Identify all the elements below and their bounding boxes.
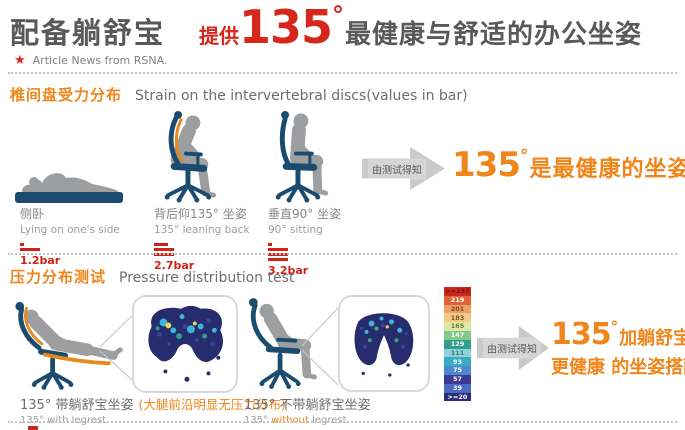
caption-en-suffix: legrest (308, 415, 347, 426)
chair-90-illustration (275, 110, 329, 203)
scale-step-label: 57 (452, 375, 463, 384)
divider (8, 72, 677, 74)
figure-label-en: Lying on one's side (20, 224, 120, 236)
section1-title-cn: 椎间盘受力分布 (10, 86, 123, 104)
conclusion-degree: 135 (452, 145, 521, 185)
figure-lying: 侧卧 Lying on one's side 1.2bar (12, 110, 134, 267)
pressure-color-scale: >=237 219 201 183 165 147 129 111 93 75 … (444, 287, 471, 402)
divider (8, 253, 677, 255)
conclusion-line2: 更健康 的坐姿搭配 (551, 357, 685, 378)
scale-step-label: 219 (450, 295, 465, 304)
caption-note: (大腿前沿明显无压力分布) (138, 397, 286, 412)
scale-step-label: 39 (452, 383, 463, 392)
chair-with-legrest-illustration (15, 301, 123, 390)
source-text: Article News from RSNA. (32, 54, 168, 67)
arrow-label: 由测试得知 (368, 158, 426, 179)
star-icon: ★ (14, 53, 26, 68)
section1-conclusion: 135 ° 是最健康的坐姿 (452, 148, 685, 183)
scale-step: 201 (444, 304, 471, 314)
scale-step-label: 129 (450, 339, 465, 348)
scale-step-label: 75 (452, 366, 463, 375)
scale-step: 111 (444, 348, 471, 358)
scale-step-label: 201 (450, 304, 465, 313)
result-arrow-icon: 由测试得知 (477, 326, 549, 370)
scale-step-label: 165 (450, 322, 465, 331)
result-arrow-icon: 由测试得知 (362, 147, 445, 190)
pressure-map-blob (354, 313, 414, 377)
caption-without-legrest: 135° 不带躺舒宝坐姿 135° without legrest (244, 394, 370, 426)
callout-lines (302, 307, 338, 386)
conclusion-degree-symbol: ° (519, 146, 529, 166)
scale-step: 129 (444, 339, 471, 349)
scale-step: >=20 (444, 392, 471, 402)
scale-step-label: 183 (450, 313, 465, 322)
figure-value: 2.7bar (154, 259, 195, 272)
scale-step: 75 (444, 366, 471, 375)
section1-title: 椎间盘受力分布 Strain on the intervertebral dis… (10, 84, 468, 105)
figure-label-cn: 背后仰135° 坐姿 (154, 207, 247, 221)
figure-label-en: 135° leaning back (154, 224, 250, 236)
section2-conclusion: 135 ° 加躺舒宝是 更健康 的坐姿搭配 (551, 320, 685, 379)
scale-step-label: 111 (450, 348, 465, 357)
figure-value: 3.2bar (268, 264, 309, 277)
caption-with-legrest: 135° 带躺舒宝坐姿 (大腿前沿明显无压力分布) 135° with legr… (20, 394, 286, 426)
degree-symbol: ° (332, 1, 345, 29)
scale-step: >=237 (444, 287, 471, 296)
caption-en-highlight: without (271, 415, 309, 426)
page-title: 配备躺舒宝 提供 135 ° 最健康与舒适的办公坐姿 (10, 3, 642, 52)
conclusion-line1: 135 ° 加躺舒宝是 (551, 320, 685, 350)
caption-cn: 135° 不带躺舒宝坐姿 (244, 398, 371, 413)
provide-label: 提供 (199, 24, 240, 48)
red-marker (28, 426, 38, 430)
conclusion-text: 是最健康的坐姿 (529, 157, 685, 182)
pressure-bar-icon (20, 243, 120, 251)
section2-title-en: Pressure distribution test (119, 270, 295, 286)
figure-135-meta: 背后仰135° 坐姿 135° leaning back 2.7bar (154, 205, 250, 272)
scale-step: 183 (444, 313, 471, 323)
scale-step-label: 147 (450, 331, 465, 340)
pressure-map-without-legrest (338, 295, 430, 392)
caption-en: 135° without legrest (244, 415, 370, 426)
pressure-map-with-legrest (132, 295, 238, 393)
figure-label-cn: 侧卧 (20, 207, 45, 221)
chair-without-legrest-illustration (249, 298, 317, 389)
section1-title-en: Strain on the intervertebral discs(value… (135, 88, 468, 104)
scale-step: 165 (444, 322, 471, 331)
figure-135-leaning: 背后仰135° 坐姿 135° leaning back 2.7bar (138, 110, 250, 272)
figure-90-sitting: 垂直90° 坐姿 90° sitting 3.2bar (252, 110, 347, 277)
tagline: 最健康与舒适的办公坐姿 (345, 20, 643, 50)
pressure-map-blob (148, 305, 224, 382)
scale-step: 39 (444, 383, 471, 393)
conclusion-degree-symbol: ° (610, 318, 619, 336)
caption-cn: 135° 带躺舒宝坐姿 (20, 398, 134, 413)
lying-figure-illustration (15, 173, 123, 203)
arrow-label: 由测试得知 (483, 337, 541, 359)
chair-135-illustration (164, 110, 217, 203)
section2-title: 压力分布测试 Pressure distribution test (10, 266, 294, 287)
brand-name: 配备躺舒宝 (10, 16, 166, 50)
caption-en-prefix: 135° (244, 415, 272, 426)
degree-value: 135 (239, 0, 333, 54)
figure-label-cn: 垂直90° 坐姿 (268, 207, 342, 221)
scale-step: 219 (444, 295, 471, 305)
figure-value: 1.2bar (20, 254, 61, 267)
figure-lying-meta: 侧卧 Lying on one's side 1.2bar (20, 205, 120, 267)
scale-step: 93 (444, 357, 471, 367)
divider (8, 421, 677, 423)
scale-step-label: >=237 (445, 287, 470, 296)
section2-title-cn: 压力分布测试 (10, 268, 107, 286)
conclusion-line1-text: 加躺舒宝是 (619, 328, 685, 349)
pressure-bar-icon (268, 243, 341, 261)
figure-label-en: 90° sitting (268, 224, 323, 236)
scale-step-label: >=20 (447, 392, 468, 401)
source-row: ★ Article News from RSNA. (14, 54, 167, 67)
scale-step: 147 (444, 330, 471, 340)
scale-step-label: 93 (452, 357, 463, 366)
caption-en: 135° with legrest (20, 415, 107, 426)
conclusion-degree: 135 (551, 317, 612, 352)
scale-step: 57 (444, 374, 471, 384)
